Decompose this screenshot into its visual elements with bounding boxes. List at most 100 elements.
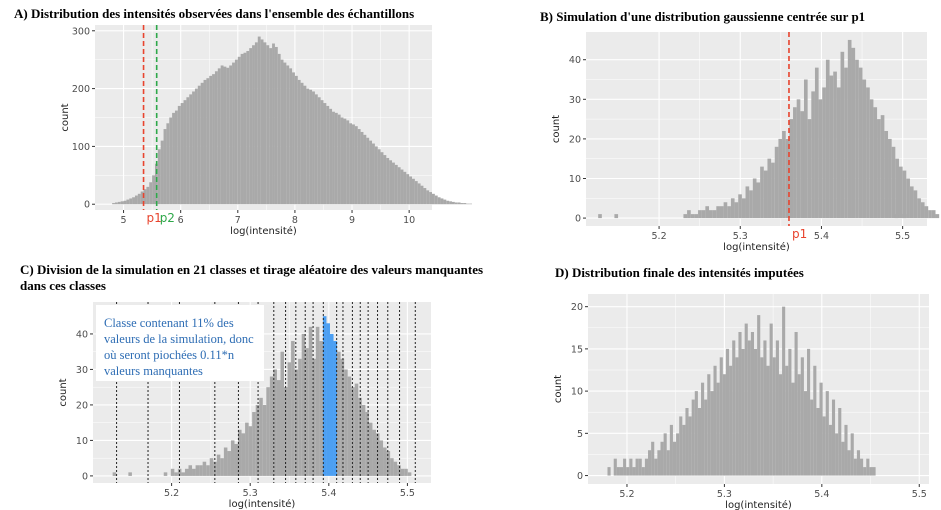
histogram-bar [785,138,790,219]
histogram-bar [814,67,819,219]
histogram-bar [829,75,834,219]
histogram-bar [220,458,224,476]
x-tick-label: 10 [403,215,415,226]
histogram-bar [406,174,410,205]
histogram-bar [863,467,867,476]
histogram-bar [807,119,812,219]
histogram-bar [440,198,444,205]
x-axis-title: log(intensité) [229,498,296,510]
histogram-bar [840,51,845,219]
histogram-bar [323,103,327,205]
histogram-bar [838,408,842,476]
histogram-bar [340,117,344,205]
histogram-bar [257,36,261,205]
histogram-bar [701,382,705,476]
histogram-bar [383,155,387,205]
histogram-bar [794,332,798,476]
histogram-bar [760,166,764,219]
histogram-bar [269,376,274,476]
histogram-bar [180,103,184,205]
histogram-bar [245,422,249,476]
histogram-bar [457,202,461,205]
histogram-bar [688,416,692,476]
y-tick-label: 300 [72,26,90,37]
y-tick-label: 10 [76,436,88,447]
histogram-bar [851,47,856,219]
reference-label-p1: p1 [147,211,162,225]
histogram-bar [666,450,670,476]
histogram-bar [858,67,863,219]
histogram-bar [308,326,313,476]
histogram-bar [332,111,335,205]
histogram-bar [134,195,138,205]
histogram-bar [223,447,228,476]
histogram-bar [189,94,193,205]
histogram-bar [123,200,127,205]
histogram-bar [229,65,233,205]
histogram-bar [869,99,874,219]
histogram-bar [174,472,178,476]
histogram-bar [860,458,864,476]
histogram-bar [128,472,132,476]
histogram-bar [869,467,873,476]
histogram-bar [263,42,267,205]
histogram-bar [192,468,196,476]
histogram-bar [314,94,318,205]
histogram-bar [230,440,235,476]
histogram-bar [206,78,210,205]
histogram-bar [763,340,767,476]
histogram-bar [771,162,775,219]
histogram-bar [117,201,121,205]
histogram-bar [269,48,273,205]
histogram-bar [813,365,817,476]
histogram-bar [114,202,118,205]
x-tick-label: 5.4 [321,488,336,499]
histogram-bar [129,198,133,205]
histogram-bar [312,358,316,476]
y-tick-label: 20 [569,134,581,145]
histogram-bar [404,468,408,476]
histogram-bar [209,458,214,476]
histogram-bar [255,404,260,476]
histogram-bar [216,454,221,476]
histogram-bar [202,461,207,476]
histogram-bar [796,99,801,219]
histogram-bar [769,323,773,476]
y-tick-label: 40 [76,329,88,340]
histogram-bar [417,183,421,205]
panel-c-title: C) Division de la simulation en 21 class… [20,262,484,293]
histogram-bar [880,115,885,219]
histogram-bar [782,130,786,219]
y-tick-label: 40 [569,55,581,66]
histogram-bar [607,467,611,476]
histogram-bar [340,358,345,476]
histogram-bar [782,306,786,476]
histogram-bar [831,399,836,476]
histogram-bar [757,315,761,476]
histogram-bar [160,140,164,205]
histogram-bar [788,348,792,476]
histogram-bar [810,399,814,476]
histogram-bar [203,79,207,205]
histogram-bar [725,348,730,476]
histogram-bar [169,117,173,205]
y-tick-label: 0 [84,200,90,211]
histogram-bar [363,134,367,205]
histogram-bar [872,467,876,476]
histogram-bar [183,100,187,205]
histogram-bar [298,358,302,476]
histogram-bar [727,206,731,219]
histogram-bar [266,387,270,476]
histogram-bar [351,387,355,476]
histogram-bar [917,198,921,219]
histogram-bar [259,397,263,476]
y-tick-label: 200 [72,84,90,95]
histogram-bar [712,210,717,219]
histogram-bar [374,146,378,205]
histogram-bar [432,193,435,205]
x-axis-title: log(intensité) [230,225,297,237]
x-tick-label: 5.5 [912,489,927,500]
histogram-bar [294,369,299,476]
histogram-bar [306,88,310,205]
